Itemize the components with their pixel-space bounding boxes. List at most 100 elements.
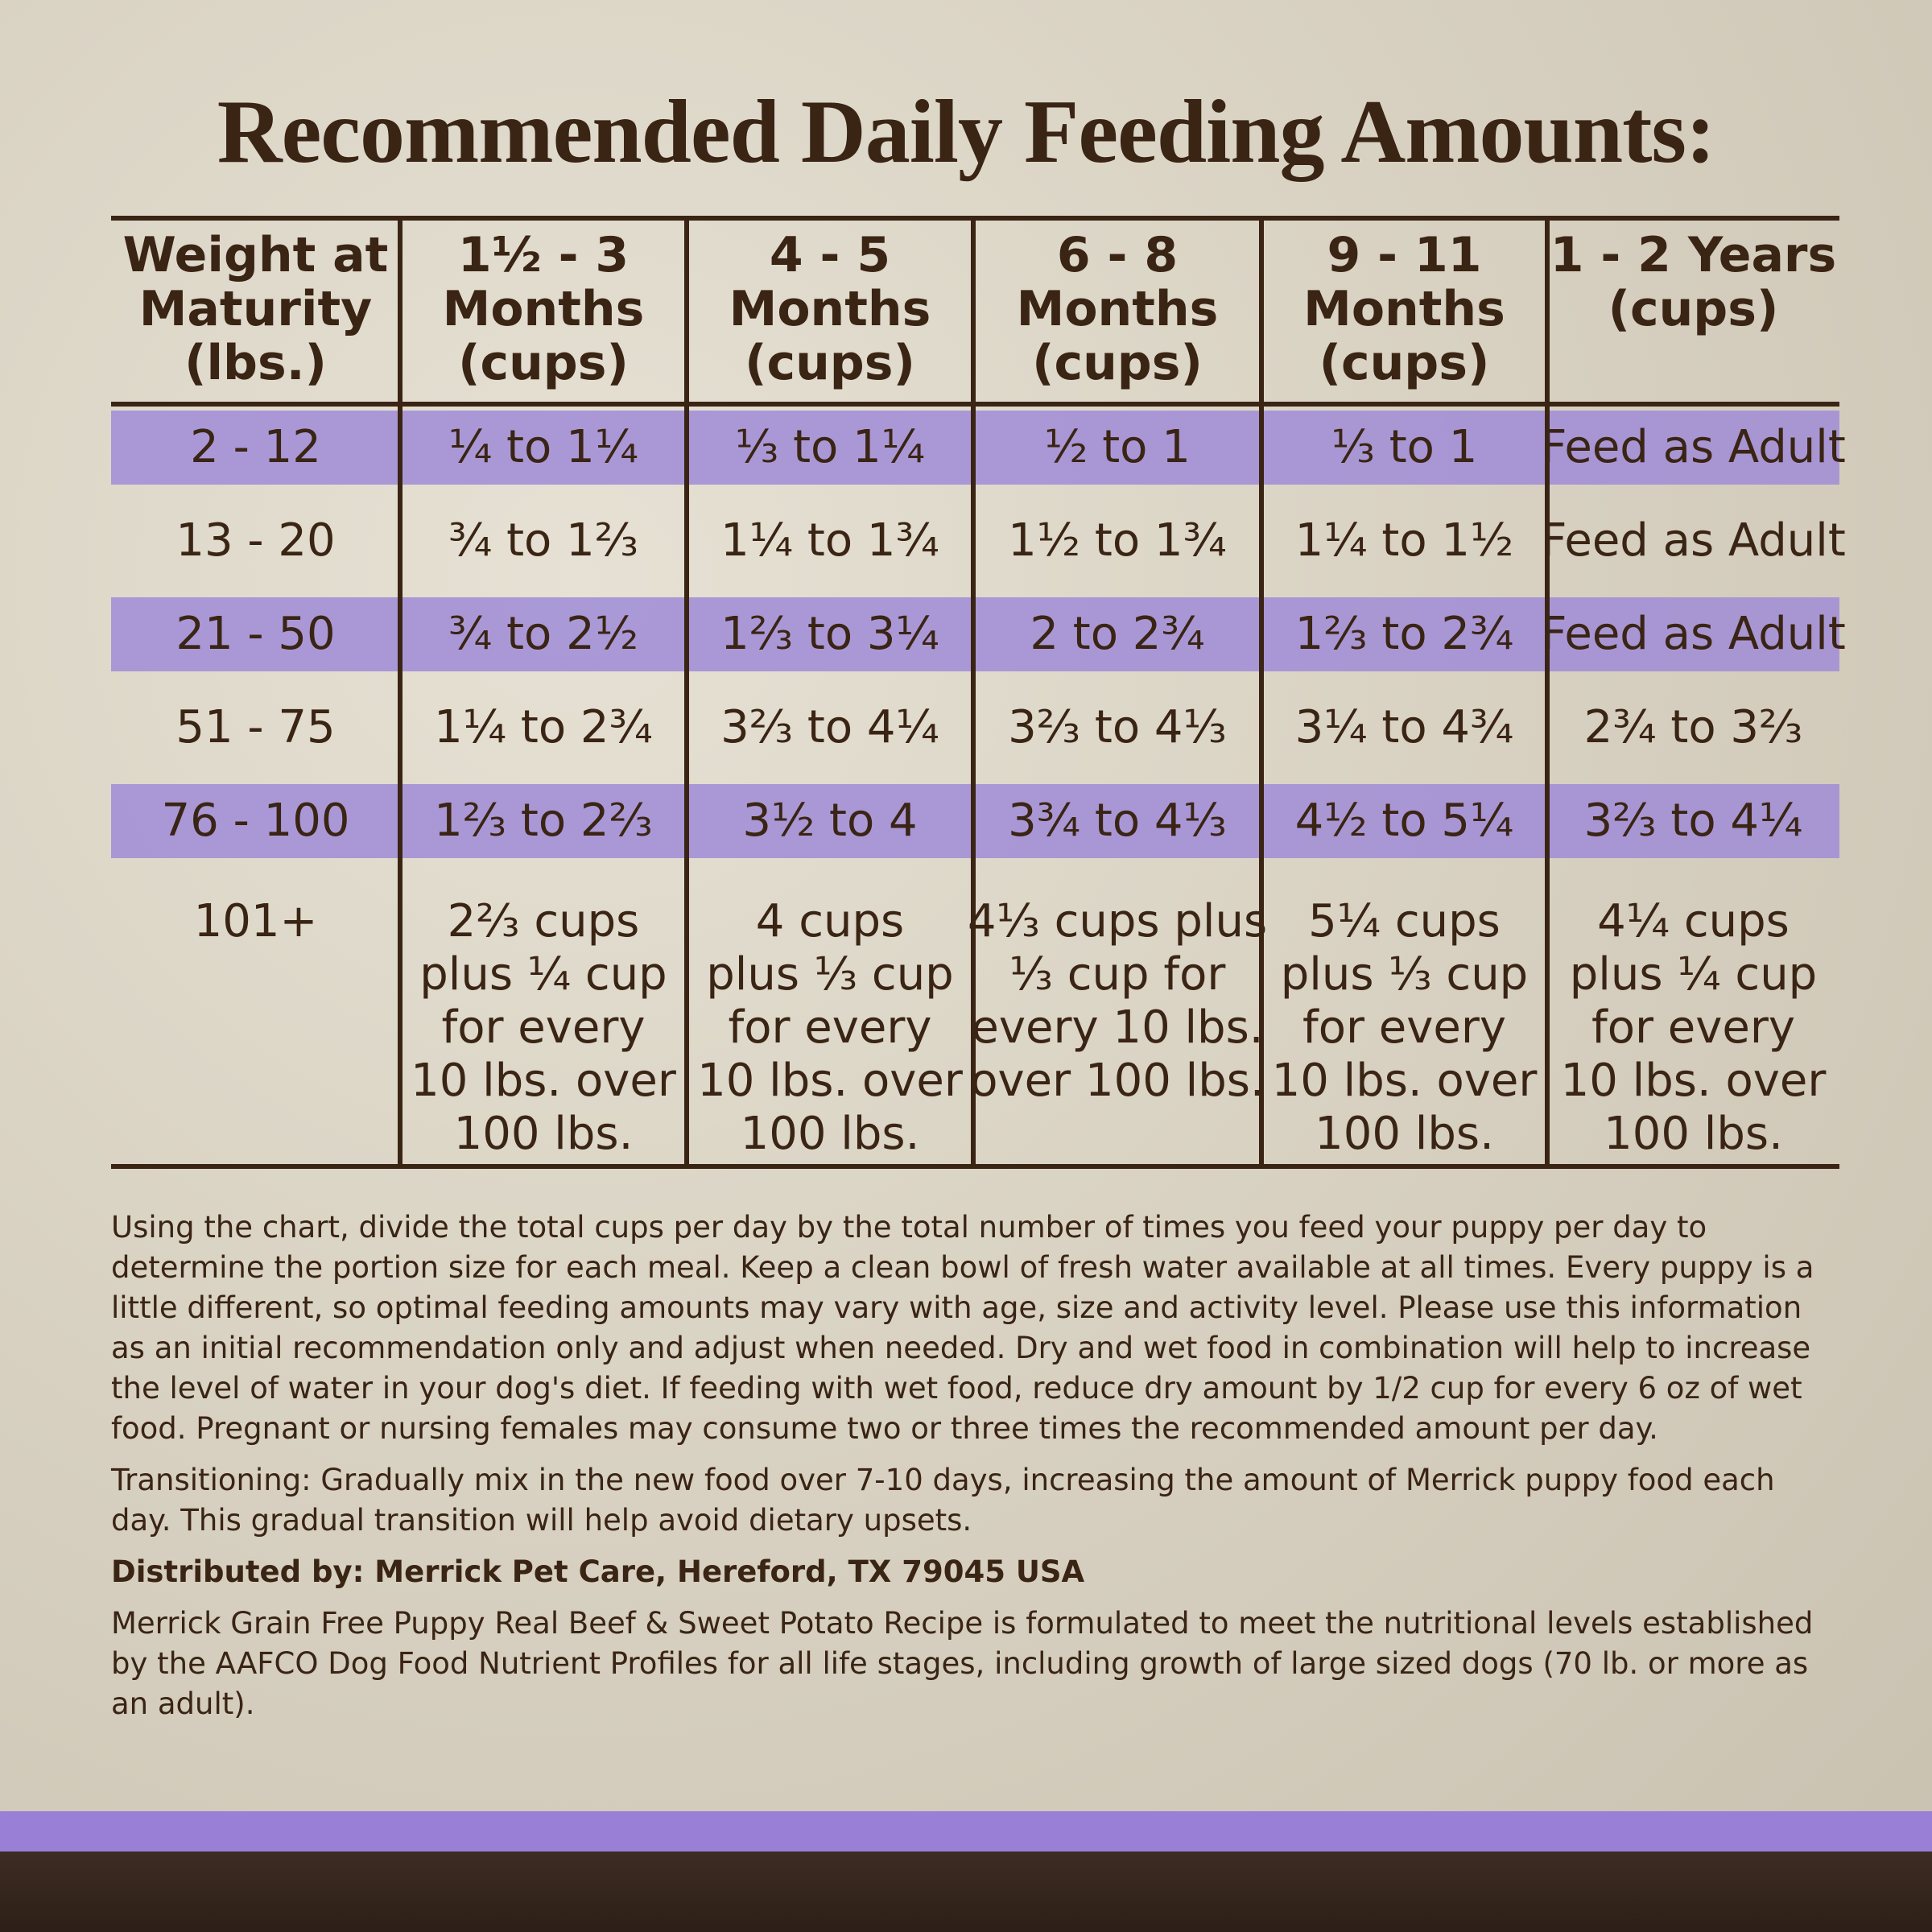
cell-line: 4 - 5 xyxy=(769,227,891,283)
cell-line: plus ⅓ cup xyxy=(706,948,954,1001)
cell-text: 1¼ to 1¾ xyxy=(720,514,939,567)
notes: Using the chart, divide the total cups p… xyxy=(111,1208,1842,1736)
table-cell: 3⅔ to 4¼ xyxy=(687,684,973,771)
note-paragraph: Transitioning: Gradually mix in the new … xyxy=(111,1463,1775,1538)
cell-line: 6 - 8 xyxy=(1056,227,1179,283)
column-divider xyxy=(684,216,689,1169)
cell-line: 1 - 2 Years xyxy=(1550,227,1837,283)
table-cell: 2¾ to 3⅔ xyxy=(1547,684,1839,771)
table-cell: 3⅔ to 4¼ xyxy=(1547,778,1839,865)
table-cell: 2 to 2¾ xyxy=(973,591,1261,678)
cell-line: (cups) xyxy=(745,335,915,391)
cell-text: Feed as Adult xyxy=(1541,608,1846,660)
statement: Merrick Grain Free Puppy Real Beef & Swe… xyxy=(111,1606,1814,1721)
cell-line: 100 lbs. xyxy=(1315,1108,1494,1160)
table-cell: 9 - 11 Months (cups) xyxy=(1261,221,1547,404)
table-cell: 1½ - 3 Months (cups) xyxy=(400,221,687,404)
table-cell: 3¾ to 4⅓ xyxy=(973,778,1261,865)
table-cell: 2 - 12 xyxy=(111,404,400,491)
table-cell: Feed as Adult xyxy=(1541,591,1846,678)
cell-line: 100 lbs. xyxy=(453,1108,634,1160)
distributor: Distributed by: Merrick Pet Care, Herefo… xyxy=(111,1554,1085,1589)
table-cell: 6 - 8 Months (cups) xyxy=(973,221,1261,404)
table-cell: 3¼ to 4¾ xyxy=(1261,684,1547,771)
cell-line: plus ⅓ cup xyxy=(1280,948,1529,1001)
cell-text: 13 - 20 xyxy=(175,514,336,567)
table-cell: ½ to 1 xyxy=(973,404,1261,491)
cell-line: plus ¼ cup xyxy=(1569,948,1818,1001)
cell-text: 1⅔ to 2⅔ xyxy=(434,795,653,847)
cell-line: 5¼ cups xyxy=(1308,895,1501,947)
column-divider xyxy=(971,216,976,1169)
cell-line: for every xyxy=(441,1001,646,1054)
cell-text: 51 - 75 xyxy=(175,701,336,753)
cell-line: 100 lbs. xyxy=(740,1108,920,1160)
cell-line: for every xyxy=(1302,1001,1506,1054)
cell-text: ¼ to 1¼ xyxy=(448,421,638,473)
cell-line: 2⅔ cups xyxy=(447,895,640,947)
table-cell: 13 - 20 xyxy=(111,497,400,584)
table-cell: 51 - 75 xyxy=(111,684,400,771)
soil-strip xyxy=(0,1852,1932,1932)
cell-text: 3¼ to 4¾ xyxy=(1294,701,1514,753)
cell-line: (cups) xyxy=(1032,335,1203,391)
cell-line: Months xyxy=(1303,281,1505,337)
cell-line: 9 - 11 xyxy=(1327,227,1482,283)
table-cell: 1⅔ to 3¼ xyxy=(687,591,973,678)
table-cell: Feed as Adult xyxy=(1541,404,1846,491)
note-paragraph: Using the chart, divide the total cups p… xyxy=(111,1210,1814,1446)
cell-text: Feed as Adult xyxy=(1541,421,1846,473)
table-cell: 4 - 5 Months (cups) xyxy=(687,221,973,404)
cell-text: 21 - 50 xyxy=(175,608,336,660)
cell-text: 3⅔ to 4⅓ xyxy=(1008,701,1227,753)
table-cell: 1¼ to 1½ xyxy=(1261,497,1547,584)
cell-line: Months xyxy=(729,281,931,337)
table-cell: 1 - 2 Years (cups) xyxy=(1547,221,1839,404)
table-cell: 76 - 100 xyxy=(111,778,400,865)
column-divider xyxy=(1259,216,1264,1169)
cell-line: (cups) xyxy=(1319,335,1490,391)
cell-line: Weight at xyxy=(122,227,389,283)
column-divider xyxy=(1545,216,1550,1169)
table-cell: 1½ to 1¾ xyxy=(973,497,1261,584)
table-cell: 4 cups plus ⅓ cup for every 10 lbs. over 100… xyxy=(687,871,973,1164)
table-cell: Weight at Maturity (lbs.) xyxy=(111,221,400,404)
cell-line: 100 lbs. xyxy=(1604,1108,1783,1160)
cell-text: ¾ to 1⅔ xyxy=(448,514,638,567)
cell-line: Months xyxy=(442,281,645,337)
cell-text: 3⅔ to 4¼ xyxy=(720,701,939,753)
cell-line: for every xyxy=(1591,1001,1795,1054)
cell-line: plus ¼ cup xyxy=(419,948,667,1001)
title: Recommended Daily Feeding Amounts: xyxy=(217,82,1716,182)
table-cell: Feed as Adult xyxy=(1541,497,1846,584)
table-cell: ⅓ to 1¼ xyxy=(687,404,973,491)
cell-line: 101+ xyxy=(193,895,318,947)
table-cell: 4⅓ cups plus ⅓ cup for every 10 lbs. over 1… xyxy=(968,871,1267,1164)
cell-line: 10 lbs. over xyxy=(411,1055,676,1107)
table-cell: 101+ xyxy=(111,871,400,1164)
cell-line: for every xyxy=(728,1001,932,1054)
table-cell: 2⅔ cups plus ¼ cup for every 10 lbs. over 10… xyxy=(400,871,687,1164)
table-cell: 3½ to 4 xyxy=(687,778,973,865)
cell-line: Maturity xyxy=(138,281,373,337)
cell-text: 1¼ to 2¾ xyxy=(434,701,653,753)
cell-text: 1¼ to 1½ xyxy=(1294,514,1514,567)
cell-line: 1½ - 3 xyxy=(457,227,630,283)
cell-line: 10 lbs. over xyxy=(1560,1055,1827,1107)
column-divider xyxy=(398,216,402,1169)
table-cell: 1¼ to 1¾ xyxy=(687,497,973,584)
table-cell: 4½ to 5¼ xyxy=(1261,778,1547,865)
table-cell: 3⅔ to 4⅓ xyxy=(973,684,1261,771)
cell-line: Months xyxy=(1016,281,1219,337)
table-cell: ¾ to 1⅔ xyxy=(400,497,687,584)
cell-line: 4 cups xyxy=(755,895,905,947)
cell-text: 2¾ to 3⅔ xyxy=(1583,701,1803,753)
cell-text: 2 to 2¾ xyxy=(1030,608,1205,660)
cell-text: Feed as Adult xyxy=(1541,514,1846,567)
cell-text: 1⅔ to 3¼ xyxy=(720,608,939,660)
cell-text: 2 - 12 xyxy=(190,421,321,473)
cell-line: (lbs.) xyxy=(184,335,327,391)
table-cell: ¼ to 1¼ xyxy=(400,404,687,491)
cell-text: 1⅔ to 2¾ xyxy=(1294,608,1514,660)
